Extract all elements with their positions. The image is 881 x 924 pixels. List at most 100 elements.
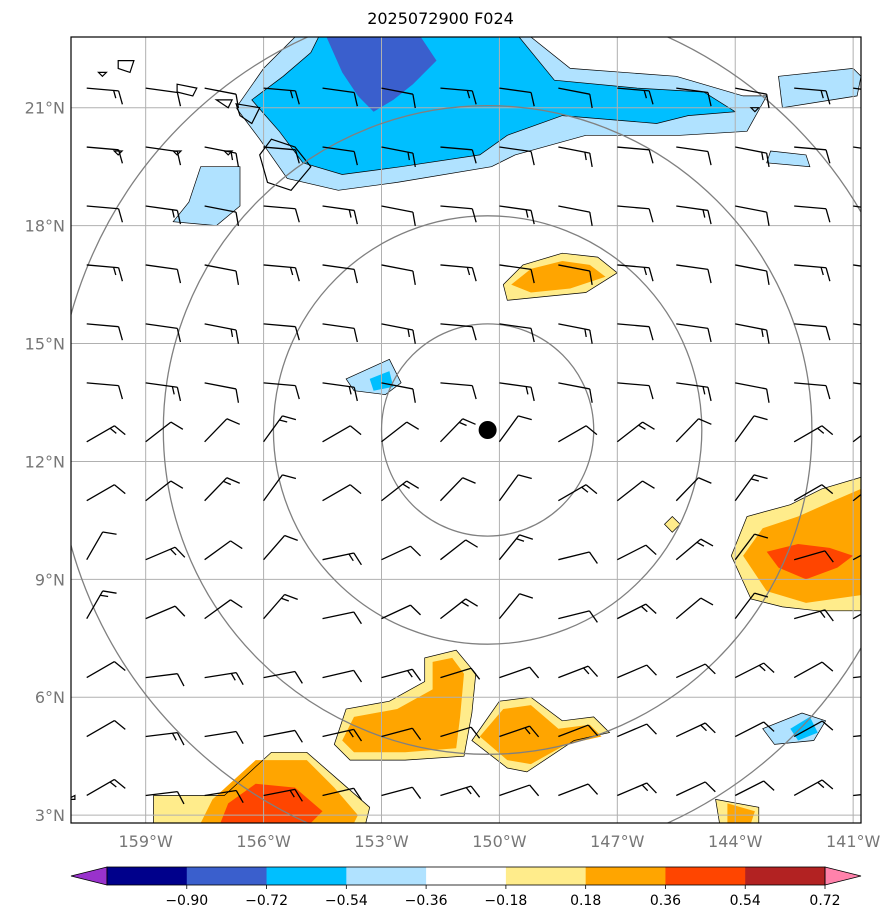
wind-barb [381,786,422,799]
colorbar-segment [585,867,666,885]
wind-barb [676,323,712,343]
wind-barb [145,790,185,805]
colorbar-tick-label: −0.54 [325,893,368,909]
wind-barb [794,87,831,105]
wind-barb [617,205,654,223]
wind-barb [499,205,535,225]
wind-barb [322,264,358,284]
wind-barb [145,731,185,746]
coastline-10 [71,794,76,801]
wind-barb [675,597,714,620]
wind-barb [499,323,535,343]
shaded-region-19 [342,657,464,753]
wind-barb [204,382,240,403]
wind-barb [794,609,834,622]
wind-barb [440,382,477,400]
wind-barb [794,382,831,400]
wind-barb [499,87,535,107]
lat-tick-label: 21°N [25,99,65,118]
wind-barb [263,534,298,561]
shaded-region-21 [479,705,602,765]
wind-barb [676,146,712,166]
axis-labels: 21°N 18°N 15°N 12°N 9°N 6°N 3°N 159°W 156°W 153°W… [25,99,881,851]
wind-barb [86,531,117,561]
colorbar-min-arrow [70,866,108,886]
wind-barb [145,673,185,687]
wind-barb [322,611,362,625]
storm-center-marker [478,421,497,439]
lon-tick-label: 159°W [118,832,173,851]
wind-barb [616,421,655,443]
wind-barb [499,784,540,797]
wind-barb [263,729,303,743]
wind-barb [263,788,303,802]
map-frame [70,36,862,824]
wind-barb [498,534,534,561]
colorbar: −0.90 −0.72 −0.54 −0.36 −0.18 0.18 0.36 0.54 0.7… [70,866,862,909]
lat-tick-label: 12°N [25,452,65,471]
wind-barb [86,484,126,502]
wind-barb [381,264,416,285]
wind-barb [381,727,422,740]
contour-line-1 [235,37,768,191]
wind-barb [558,425,598,443]
wind-barb [322,205,358,225]
wind-barb [793,484,834,502]
wind-barb [381,146,416,168]
wind-barb [204,671,244,686]
wind-barb [145,87,182,107]
wind-barb [675,477,712,502]
wind-barb [263,415,297,443]
wind-barb [322,146,358,166]
wind-barb [617,544,657,561]
wind-barb [558,724,599,738]
wind-barb [853,146,861,149]
wind-barb [499,725,540,738]
wind-barb [440,205,477,223]
wind-barb [204,146,240,168]
wind-barb [263,146,300,164]
wind-barb [675,538,714,561]
wind-barb [675,418,712,443]
wind-barb [676,205,712,225]
wind-barb [145,546,186,561]
coastline-layer [71,59,761,801]
wind-barb [558,551,598,564]
colorbar-tick-label: 0.54 [730,893,761,909]
wind-barb [440,726,481,739]
wind-barb [263,264,300,282]
wind-barb [322,87,358,107]
wind-barb [204,540,243,561]
wind-barb [675,722,716,738]
lon-tick-label: 147°W [590,832,645,851]
range-ring-1 [380,323,595,537]
wind-barb [558,323,593,344]
wind-barb [381,668,422,682]
wind-barb [381,87,416,109]
colorbar-segment [745,867,826,885]
wind-barb [793,720,834,738]
wind-barb [263,205,300,223]
wind-barb [86,382,124,400]
wind-barb [734,721,775,738]
wind-barb [853,264,861,267]
wind-barb [735,264,770,285]
wind-barb [322,382,358,402]
wind-barb [617,664,657,679]
wind-barb [322,728,363,742]
wind-barb [558,382,593,403]
wind-barb [263,670,303,684]
wind-barb [794,205,831,223]
shaded-region-26 [727,803,755,823]
wind-barb [263,593,298,620]
colorbar-segment [426,867,507,885]
wind-barb [617,323,654,341]
wind-barb [86,323,124,341]
wind-barb [734,592,769,620]
wind-barb [86,264,124,282]
wind-barb [381,205,416,227]
contour-line-20 [471,696,611,773]
range-ring-2 [272,215,703,645]
wind-barb [617,264,654,282]
wind-barb [734,474,768,502]
